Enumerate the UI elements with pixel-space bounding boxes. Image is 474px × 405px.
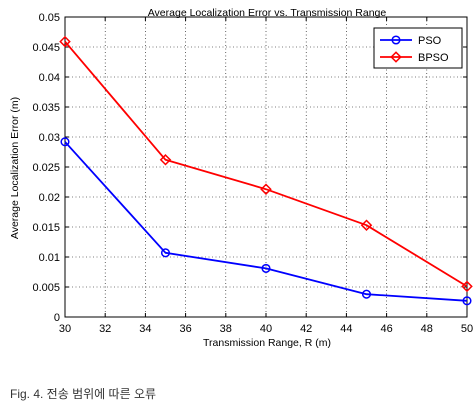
x-axis: 30 32 34 36 38 40 42 44 46 48 50 bbox=[59, 17, 473, 335]
x-tick-label: 36 bbox=[179, 323, 191, 335]
y-tick-label: 0.03 bbox=[39, 132, 60, 144]
x-tick-label: 46 bbox=[380, 323, 392, 335]
y-tick-label: 0.005 bbox=[32, 282, 60, 294]
x-tick-label: 32 bbox=[99, 323, 111, 335]
series-line-pso bbox=[64, 141, 468, 302]
legend-marker-pso bbox=[391, 35, 401, 45]
series-layer bbox=[59, 35, 473, 306]
y-tick-label: 0.04 bbox=[39, 72, 60, 84]
data-point-pso bbox=[261, 263, 271, 273]
y-tick-label: 0.035 bbox=[32, 102, 60, 114]
x-tick-label: 50 bbox=[461, 323, 473, 335]
legend-label-pso: PSO bbox=[418, 35, 442, 47]
x-axis-label: Transmission Range, R (m) bbox=[203, 337, 331, 349]
y-tick-label: 0.05 bbox=[39, 12, 60, 24]
data-point-bpso bbox=[260, 183, 272, 195]
y-axis: 0 0.005 0.01 0.015 0.02 0.025 0.03 0.035 0.04 0.0… bbox=[32, 12, 467, 324]
x-tick-label: 42 bbox=[300, 323, 312, 335]
y-tick-label: 0.045 bbox=[32, 42, 60, 54]
data-point-pso bbox=[462, 296, 472, 306]
data-point-bpso bbox=[159, 154, 172, 166]
y-axis-label: Average Localization Error (m) bbox=[9, 97, 21, 239]
y-tick-label: 0.01 bbox=[39, 252, 60, 264]
data-point-bpso bbox=[461, 280, 473, 293]
x-tick-label: 40 bbox=[260, 323, 272, 335]
data-point-bpso bbox=[360, 219, 373, 231]
data-point-pso bbox=[361, 289, 372, 299]
y-tick-label: 0.025 bbox=[32, 162, 60, 174]
y-tick-label: 0 bbox=[54, 312, 60, 324]
data-point-pso bbox=[60, 137, 70, 147]
legend-label-bpso: BPSO bbox=[418, 52, 449, 64]
x-tick-label: 30 bbox=[59, 323, 71, 335]
y-tick-label: 0.02 bbox=[39, 192, 60, 204]
x-tick-label: 34 bbox=[139, 323, 151, 335]
legend: PSO BPSO bbox=[373, 27, 463, 69]
data-point-pso bbox=[160, 248, 171, 258]
legend-box bbox=[373, 27, 463, 69]
chart-title: Average Localization Error vs. Transmiss… bbox=[148, 7, 387, 19]
figure-caption: Fig. 4. 전송 범위에 따른 오류 bbox=[10, 387, 156, 401]
data-point-bpso bbox=[59, 35, 71, 48]
legend-marker-bpso bbox=[390, 51, 402, 63]
x-tick-label: 44 bbox=[340, 323, 352, 335]
x-tick-label: 48 bbox=[421, 323, 433, 335]
x-tick-label: 38 bbox=[220, 323, 232, 335]
series-line-bpso bbox=[64, 41, 468, 288]
y-tick-label: 0.015 bbox=[32, 222, 60, 234]
